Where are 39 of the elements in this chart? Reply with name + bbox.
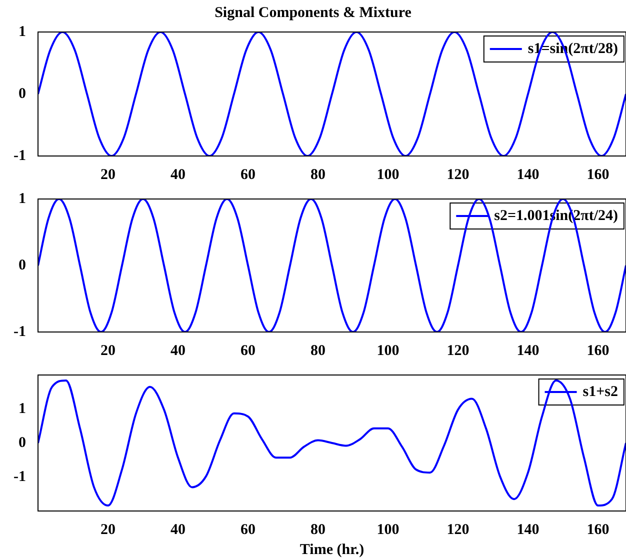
y-tick-label: -1: [14, 324, 26, 340]
x-tick-label: 40: [170, 166, 186, 183]
x-tick-label: 20: [100, 342, 116, 359]
x-tick-label: 160: [586, 342, 610, 359]
x-tick-label: 60: [240, 522, 256, 538]
y-tick-label: -1: [14, 468, 26, 485]
x-tick-label: 120: [446, 342, 470, 359]
y-tick-label: -1: [14, 148, 26, 164]
line-series: [38, 199, 626, 332]
x-tick-label: 160: [586, 522, 610, 538]
y-tick-label: 1: [18, 190, 26, 207]
x-axis-title: Time (hr.): [300, 542, 364, 558]
x-tick-label: 20: [100, 166, 116, 183]
x-tick-label: 140: [516, 522, 540, 538]
x-tick-label: 160: [586, 166, 610, 183]
x-tick-label: 120: [446, 166, 470, 183]
x-tick-label: 20: [100, 522, 116, 538]
y-tick-label: 0: [18, 434, 26, 451]
line-series: [38, 379, 626, 507]
y-tick-label: 0: [18, 86, 26, 102]
x-tick-label: 80: [310, 166, 326, 183]
x-tick-label: 60: [240, 166, 256, 183]
x-tick-label: 80: [310, 342, 326, 359]
x-tick-label: 100: [376, 522, 400, 538]
chart-title: Signal Components & Mixture: [214, 4, 412, 21]
x-tick-label: 100: [376, 166, 400, 183]
y-tick-label: 1: [18, 400, 26, 417]
x-tick-label: 40: [170, 522, 186, 538]
x-tick-label: 100: [376, 342, 400, 359]
line-series: [38, 32, 626, 156]
y-tick-label: 1: [18, 24, 26, 40]
x-tick-label: 40: [170, 342, 186, 359]
x-tick-label: 140: [516, 342, 540, 359]
x-tick-label: 140: [516, 166, 540, 183]
x-tick-label: 60: [240, 342, 256, 359]
y-tick-label: 0: [18, 257, 26, 274]
legend-label: s1+s2: [582, 384, 618, 400]
x-tick-label: 80: [310, 522, 326, 538]
x-tick-label: 120: [446, 522, 470, 538]
